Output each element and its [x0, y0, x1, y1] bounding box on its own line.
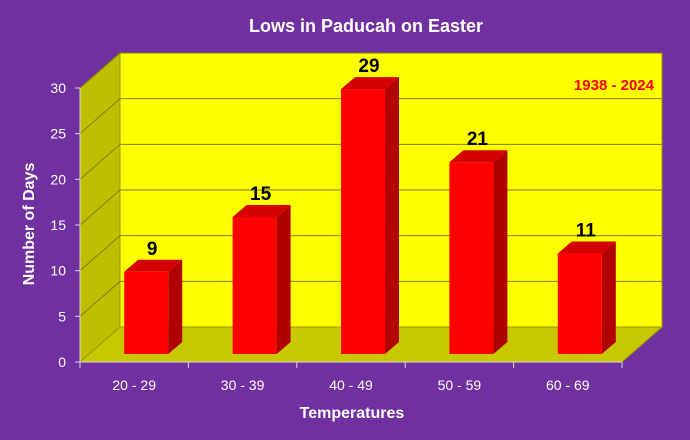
bar-top — [124, 259, 183, 272]
x-tick-label: 20 - 29 — [112, 377, 156, 393]
side-gridline-1 — [79, 280, 121, 317]
bar-20-29 — [124, 259, 183, 354]
bar — [232, 217, 277, 354]
bar-top — [232, 205, 291, 217]
x-tick-label: 50 - 59 — [438, 377, 482, 393]
bar — [124, 271, 169, 354]
axis-ticks: 0 5 10 15 20 25 30 20 - 29 30 - 39 40 - 49 50 - 59… — [50, 80, 623, 393]
data-label: 15 — [250, 184, 272, 205]
bar-50-59 — [449, 150, 508, 354]
bar-side — [385, 77, 399, 354]
bar-top — [341, 77, 399, 90]
bar-side — [168, 259, 183, 354]
data-label: 9 — [147, 239, 158, 260]
period-annotation: 1938 - 2024 — [574, 77, 655, 94]
y-tick-label: 30 — [50, 80, 66, 96]
data-label: 29 — [358, 56, 379, 77]
y-tick-label: 25 — [50, 126, 66, 142]
bar — [449, 162, 494, 354]
side-gridline-5 — [79, 98, 121, 135]
data-label: 11 — [576, 221, 597, 242]
bar-30-39 — [232, 205, 291, 354]
x-axis-title: Temperatures — [300, 405, 405, 422]
bar-top — [449, 150, 508, 163]
y-tick-label: 20 — [50, 171, 66, 187]
y-tick-label: 5 — [58, 308, 66, 324]
bars — [124, 77, 616, 354]
x-tick-label: 40 - 49 — [329, 377, 373, 393]
side-gridline-3 — [79, 189, 121, 226]
chart-title: Lows in Paducah on Easter — [249, 16, 483, 36]
data-label: 21 — [467, 129, 489, 150]
bar-60-69 — [557, 241, 616, 354]
side-gridline-4 — [79, 143, 121, 180]
bar — [557, 253, 602, 354]
side-gridline-2 — [79, 235, 121, 272]
bar-side — [493, 150, 508, 354]
bar-side — [601, 241, 616, 354]
bar-40-49 — [341, 77, 399, 354]
x-tick-label: 30 - 39 — [221, 377, 265, 393]
y-axis-title: Number of Days — [21, 163, 38, 286]
bar-side — [276, 205, 291, 354]
side-gridline-6 — [79, 52, 121, 89]
data-labels: 9 15 29 21 11 — [147, 56, 596, 260]
x-tick-label: 60 - 69 — [546, 377, 590, 393]
y-tick-label: 15 — [50, 217, 66, 233]
bar-top — [557, 241, 616, 254]
bar — [341, 89, 385, 354]
y-tick-label: 0 — [58, 354, 66, 370]
y-tick-label: 10 — [50, 263, 66, 279]
